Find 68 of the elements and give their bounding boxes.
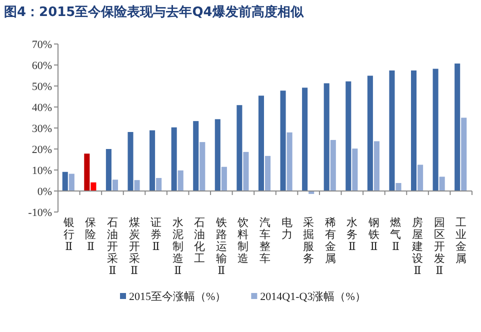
bar [286,132,292,191]
x-tick-label: 石油化工 [194,216,206,265]
bar [178,170,184,191]
bar [112,180,118,191]
x-tick-label: 房屋建设Ⅱ [411,216,424,277]
x-tick-label: 银行Ⅱ [62,216,74,253]
x-tick-label: 燃气Ⅱ [390,216,402,253]
bar [106,149,112,191]
bar [346,81,352,191]
y-tick-label: 30% [32,123,52,135]
bar [236,105,242,191]
x-tick-label: 保险Ⅱ [85,216,96,253]
bar [221,166,227,191]
bar [171,127,177,191]
x-tick-label: 汽车整车 [260,216,270,265]
bar [302,88,308,191]
y-tick-label: 70% [32,39,52,51]
bar [374,141,380,191]
x-tick-label: 钢铁Ⅱ [367,216,380,253]
legend-label: 2014Q1-Q3涨幅（%） [260,291,366,303]
bar [200,142,206,191]
y-tick-label: 50% [32,81,52,93]
y-tick-label: 40% [32,102,52,114]
x-tick-label: 证券Ⅱ [150,216,162,253]
x-tick-label: 稀有金属 [324,216,336,265]
x-tick-label: 电力 [281,216,292,241]
y-tick-label: 0% [37,186,52,198]
bar [439,176,445,191]
legend-label: 2015至今涨幅（%） [129,291,226,303]
y-tick-label: 20% [32,144,52,156]
bar [243,152,249,191]
x-tick-label: 煤炭开采Ⅱ [128,216,140,277]
bar [90,182,96,191]
x-tick-label: 石油开采Ⅱ [106,216,118,277]
y-tick-label: 10% [32,165,52,177]
bar [330,140,336,191]
bar [324,83,330,191]
x-tick-label: 铁路运输Ⅱ [214,216,227,277]
x-tick-label: 饮料制造 [236,216,249,265]
bar [461,118,467,191]
x-tick-label: 水务Ⅱ [346,216,358,253]
bar [128,132,134,191]
bar [410,70,417,191]
bar [134,180,140,191]
bar [258,96,264,191]
bar [418,164,424,191]
bar [280,90,286,191]
bar [150,130,156,191]
bar [367,76,373,191]
bar [454,64,460,191]
bar [352,148,358,191]
x-tick-label: 工业金属 [456,216,467,265]
bar [193,121,199,191]
bar [84,154,90,191]
bar [265,156,271,191]
x-tick-label: 水泥制造Ⅱ [172,216,184,277]
bar [156,178,162,191]
bar [389,70,395,191]
chart-title: 图4：2015至今保险表现与去年Q4爆发前高度相似 [4,4,304,20]
bar [396,183,402,191]
y-tick-label: -10% [28,207,52,219]
bar [214,119,220,191]
bar [68,174,74,191]
x-tick-label: 采掘服务 [303,216,314,265]
y-tick-label: 60% [32,60,52,72]
bar [432,68,438,191]
x-tick-label: 园区开发Ⅱ [434,216,445,277]
bar [62,172,68,191]
